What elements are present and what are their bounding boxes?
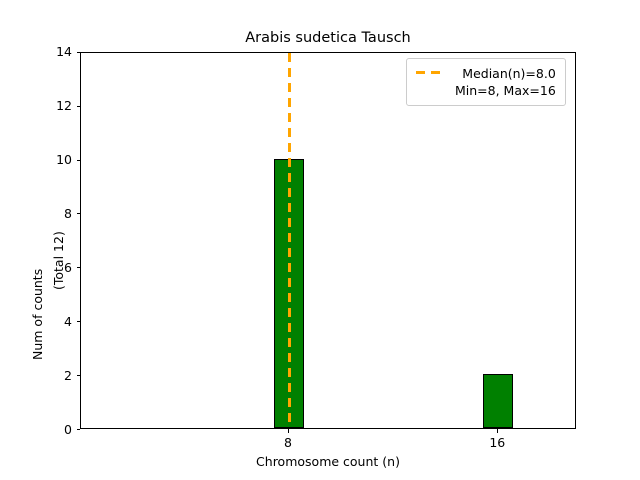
y-axis-label-total: (Total 12)	[51, 231, 66, 290]
ytick-mark-0	[76, 428, 80, 430]
ytick-label-0: 0	[64, 421, 72, 437]
legend-dashed-line-icon	[416, 71, 446, 75]
xtick-mark-8	[288, 429, 290, 433]
legend-label-median: Median(n)=8.0	[462, 66, 556, 81]
ytick-label-4: 4	[64, 313, 72, 329]
plot-area	[80, 52, 576, 429]
xtick-label-8: 8	[284, 435, 292, 450]
ytick-mark-6	[76, 267, 80, 269]
ytick-mark-10	[76, 159, 80, 161]
xtick-mark-16	[497, 429, 499, 433]
x-axis-label: Chromosome count (n)	[256, 454, 400, 469]
ytick-mark-8	[76, 213, 80, 215]
ytick-label-6: 6	[64, 259, 72, 275]
ytick-label-12: 12	[56, 98, 72, 114]
y-axis-label: Num of counts	[30, 268, 45, 360]
ytick-mark-4	[76, 321, 80, 323]
legend-text-group: Median(n)=8.0 Min=8, Max=16	[455, 65, 556, 99]
legend-label-minmax: Min=8, Max=16	[455, 83, 556, 98]
ytick-label-14: 14	[56, 44, 72, 60]
bar-n16[interactable]	[483, 374, 514, 428]
legend: Median(n)=8.0 Min=8, Max=16	[406, 58, 566, 106]
xtick-label-16: 16	[489, 435, 506, 450]
ytick-label-8: 8	[64, 206, 72, 221]
ytick-label-2: 2	[64, 367, 72, 383]
ytick-mark-12	[76, 105, 80, 107]
ytick-mark-2	[76, 375, 80, 377]
page-title: Arabis sudetica Tausch	[245, 30, 411, 46]
median-line	[287, 53, 291, 428]
ytick-label-10: 10	[56, 152, 72, 168]
ytick-mark-14	[76, 51, 80, 53]
